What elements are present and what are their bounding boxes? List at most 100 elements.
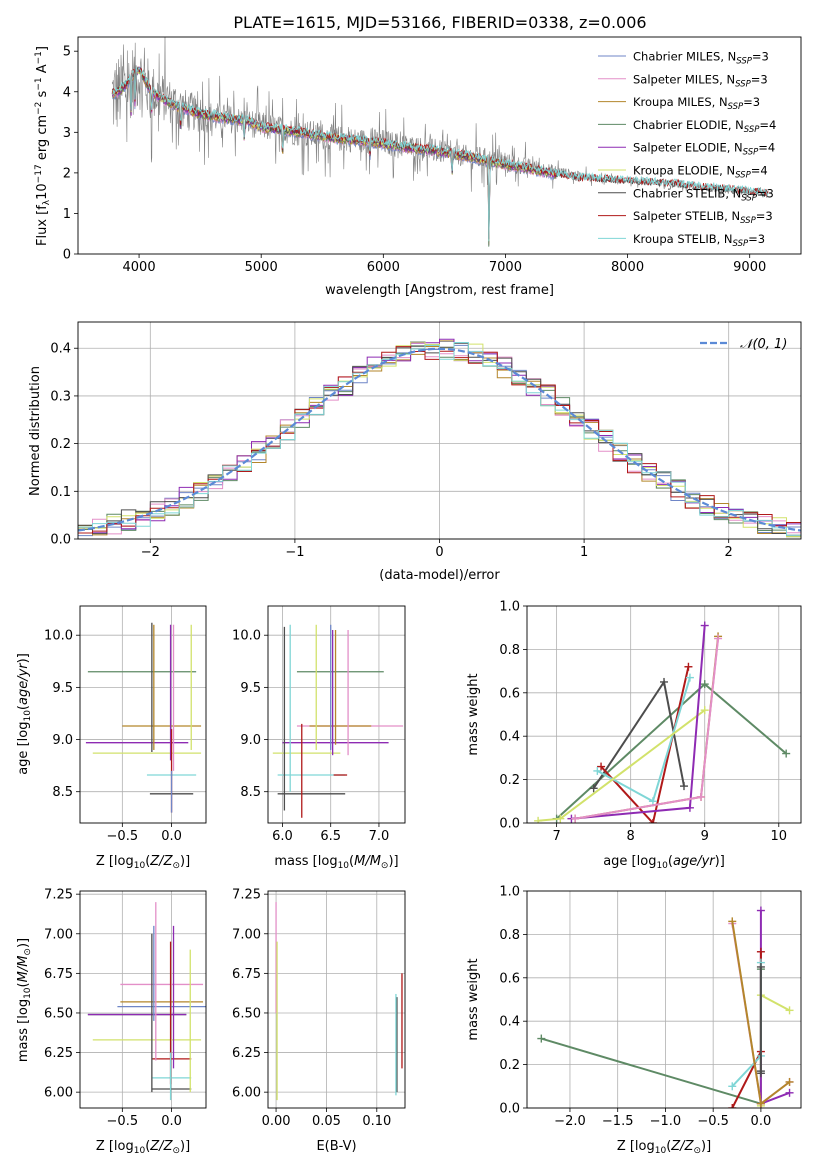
legend-label: Kroupa ELODIE, N: [633, 164, 735, 178]
x-axis-label: age [log10(age/yr)]: [603, 854, 725, 871]
x-tick-label: 9: [701, 829, 709, 844]
y-tick-label: 9.5: [52, 681, 73, 696]
label-part: ⊙: [172, 1146, 180, 1156]
label-part: ⊙: [172, 861, 180, 871]
plot-area-residual-histogram: [78, 338, 801, 538]
axes-weight-vs-age: [527, 605, 801, 824]
y-tick-label: 0.4: [50, 342, 71, 357]
label-part: Flux [f: [35, 205, 50, 246]
y-tick-label: 0.4: [499, 1015, 520, 1030]
axes-spectrum: [111, 37, 769, 247]
legend-label: Salpeter ELODIE, N: [633, 141, 743, 155]
x-tick-label: −0.5: [107, 829, 139, 844]
x-tick-label: 8: [627, 829, 635, 844]
ticks-weight-vs-Z: −2.0 −1.5 −1.0 −0.5 0.0 0.0 0.2 0.4 0.6 0.8 1.0: [499, 885, 771, 1130]
legend-entry: Chabrier MILES, NSSP=3: [633, 50, 769, 67]
y-tick-label: 1.0: [499, 885, 520, 900]
x-tick-label: 4000: [123, 260, 156, 275]
y-tick-label: 0.8: [499, 928, 520, 943]
legend-label: Salpeter MILES, N: [633, 72, 735, 86]
label-part: Z/Z: [149, 1139, 173, 1154]
label-part: Z/Z: [670, 1139, 694, 1154]
y-tick-label: 0.3: [50, 389, 71, 404]
label-part: (: [16, 705, 31, 710]
label-part: )]: [180, 1139, 190, 1154]
legend-label: Kroupa MILES, N: [633, 95, 728, 109]
y-tick-label: 7.25: [44, 888, 73, 903]
y-axis-label: Normed distribution: [28, 366, 43, 496]
legend-subscript: SSP: [741, 193, 757, 203]
y-axis-label: mass weight: [466, 673, 481, 755]
x-tick-label: 9000: [733, 260, 766, 275]
legend-tail: =3: [757, 186, 774, 200]
axes-frame: [79, 605, 207, 824]
legend-subscript: SSP: [733, 239, 749, 249]
observed-spectrum-line: [111, 37, 769, 200]
y-tick-label: 0.1: [50, 485, 71, 500]
axes-frame: [79, 890, 207, 1109]
x-tick-label: 0.10: [362, 1114, 391, 1129]
y-tick-label: 6.00: [44, 1086, 73, 1101]
histogram-step-kroupa-stelib: [78, 342, 801, 536]
plot-area-age-vs-mass: [272, 624, 404, 818]
x-axis-label: (data-model)/error: [379, 568, 500, 583]
y-tick-label: 0.2: [499, 1058, 520, 1073]
x-tick-label: 0.05: [312, 1114, 341, 1129]
y-tick-label: 7.00: [232, 927, 261, 942]
x-axis-label: Z [log10(Z/Z⊙)]: [96, 854, 190, 871]
x-axis-label: Z [log10(Z/Z⊙)]: [617, 1139, 711, 1156]
y-tick-label: 7.00: [44, 927, 73, 942]
axes-frame: [267, 605, 406, 824]
legend-entry: Chabrier ELODIE, NSSP=4: [633, 118, 776, 135]
x-axis-label: Z [log10(Z/Z⊙)]: [96, 1139, 190, 1156]
legend-label: Chabrier ELODIE, N: [633, 118, 744, 132]
ticks-age-vs-Z: −0.5 0.0 8.5 9.0 9.5 10.0: [44, 629, 182, 844]
axes-age-vs-mass: [268, 606, 405, 823]
label-part: age/yr: [16, 662, 31, 705]
legend-tail: =3: [756, 209, 773, 223]
legend-entry: Kroupa MILES, NSSP=3: [633, 95, 760, 112]
legend-subscript: SSP: [735, 171, 751, 181]
legend-tail: =3: [752, 50, 769, 64]
label-part: )]: [701, 1139, 711, 1154]
model-spectrum-salpeter-stelib: [111, 66, 769, 239]
legend-tail: =4: [751, 164, 768, 178]
label-part: 10: [134, 1146, 146, 1156]
label-part: λ: [42, 199, 52, 205]
normal-distribution-curve: [78, 347, 801, 532]
axes-frame: [77, 321, 802, 540]
label-part: (: [349, 854, 354, 869]
label-part: M/M: [16, 956, 31, 983]
y-tick-label: 8.5: [240, 785, 261, 800]
y-tick-label: 10.0: [44, 629, 73, 644]
legend-label: Chabrier MILES, N: [633, 50, 736, 64]
y-tick-label: 0.0: [50, 533, 71, 548]
ticks-mass-vs-ebv: 0.00 0.05 0.10 6.00 6.25 6.50 6.75 7.00 7.25: [232, 888, 391, 1129]
axes-frame: [526, 605, 802, 824]
x-tick-label: −1.5: [602, 1114, 634, 1129]
axes-frame: [267, 890, 406, 1109]
y-tick-label: 6.75: [44, 967, 73, 982]
y-tick-label: 6.50: [232, 1006, 261, 1021]
x-tick-label: 6.0: [272, 829, 293, 844]
y-tick-label: 0.6: [499, 686, 520, 701]
legend-tail: =4: [759, 118, 776, 132]
legend-subscript: SSP: [728, 102, 744, 112]
x-tick-label: 0.0: [751, 1114, 772, 1129]
label-part: −17: [34, 164, 44, 183]
ticks-spectrum: 4000 5000 6000 7000 8000 9000 0 1 2 3 4 5: [63, 45, 767, 275]
weight-line-chabrier-elodie: [541, 969, 762, 1106]
legend-label: Chabrier STELIB, N: [633, 186, 741, 200]
legend-label: Kroupa STELIB, N: [633, 232, 733, 246]
x-tick-label: −0.5: [697, 1114, 729, 1129]
legend-entry: 𝒩(0, 1): [740, 337, 787, 352]
label-part: −1: [34, 77, 44, 90]
legend-tail: =3: [748, 232, 765, 246]
ticks-age-vs-mass: 6.0 6.5 7.0 8.5 9.0 9.5 10.0: [232, 629, 389, 844]
legend-entry: Kroupa STELIB, NSSP=3: [633, 232, 765, 249]
ticks-residual-histogram: −2 −1 0 1 2 0.0 0.1 0.2 0.3 0.4: [50, 342, 733, 560]
y-tick-label: 0.8: [499, 643, 520, 658]
legend-subscript: SSP: [744, 125, 760, 135]
label-part: 10: [338, 861, 350, 871]
